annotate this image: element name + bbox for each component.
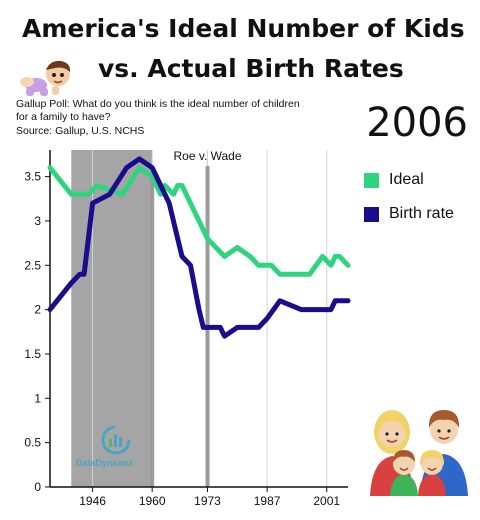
x-tick-label: 2001 [313,494,340,508]
y-tick-label: 3.5 [24,170,41,184]
shaded-period [71,150,153,487]
y-tick-label: 0.5 [24,436,41,450]
series-line-birth-rate [47,156,351,339]
legend-swatch-ideal [364,172,379,188]
y-tick-label: 3 [34,214,41,228]
legend-label-birth-rate: Birth rate [389,205,454,222]
source-note: Source: Gallup, U.S. NCHS [16,125,145,137]
y-tick-label: 1.5 [24,347,41,361]
legend-item-birth-rate: Birth rate [364,205,454,223]
crawling-baby-icon [20,60,71,96]
current-year-label: 2006 [366,100,468,146]
y-tick-label: 2.5 [24,258,41,272]
family-icon [370,410,468,496]
y-tick-label: 0 [34,480,41,494]
reference-line-label: Roe v. Wade [173,149,241,163]
chart-title-line-2: vs. Actual Birth Rates [98,54,404,83]
data-dynamix-logo [101,425,131,455]
x-tick-label: 1973 [194,494,221,508]
x-tick-label: 1960 [139,494,166,508]
legend-item-ideal: Ideal [364,171,424,189]
x-tick-label: 1946 [79,494,106,508]
y-tick-label: 2 [34,303,41,317]
series-line-ideal [47,165,351,277]
poll-question: Gallup Poll: What do you think is the id… [16,98,300,123]
x-tick-label: 1987 [254,494,281,508]
logo-text: DataDynamix [76,458,134,468]
legend-swatch-birth-rate [364,206,379,222]
legend-label-ideal: Ideal [389,171,424,188]
chart-title-line-1: America's Ideal Number of Kids [22,14,465,43]
y-tick-label: 1 [34,391,41,405]
